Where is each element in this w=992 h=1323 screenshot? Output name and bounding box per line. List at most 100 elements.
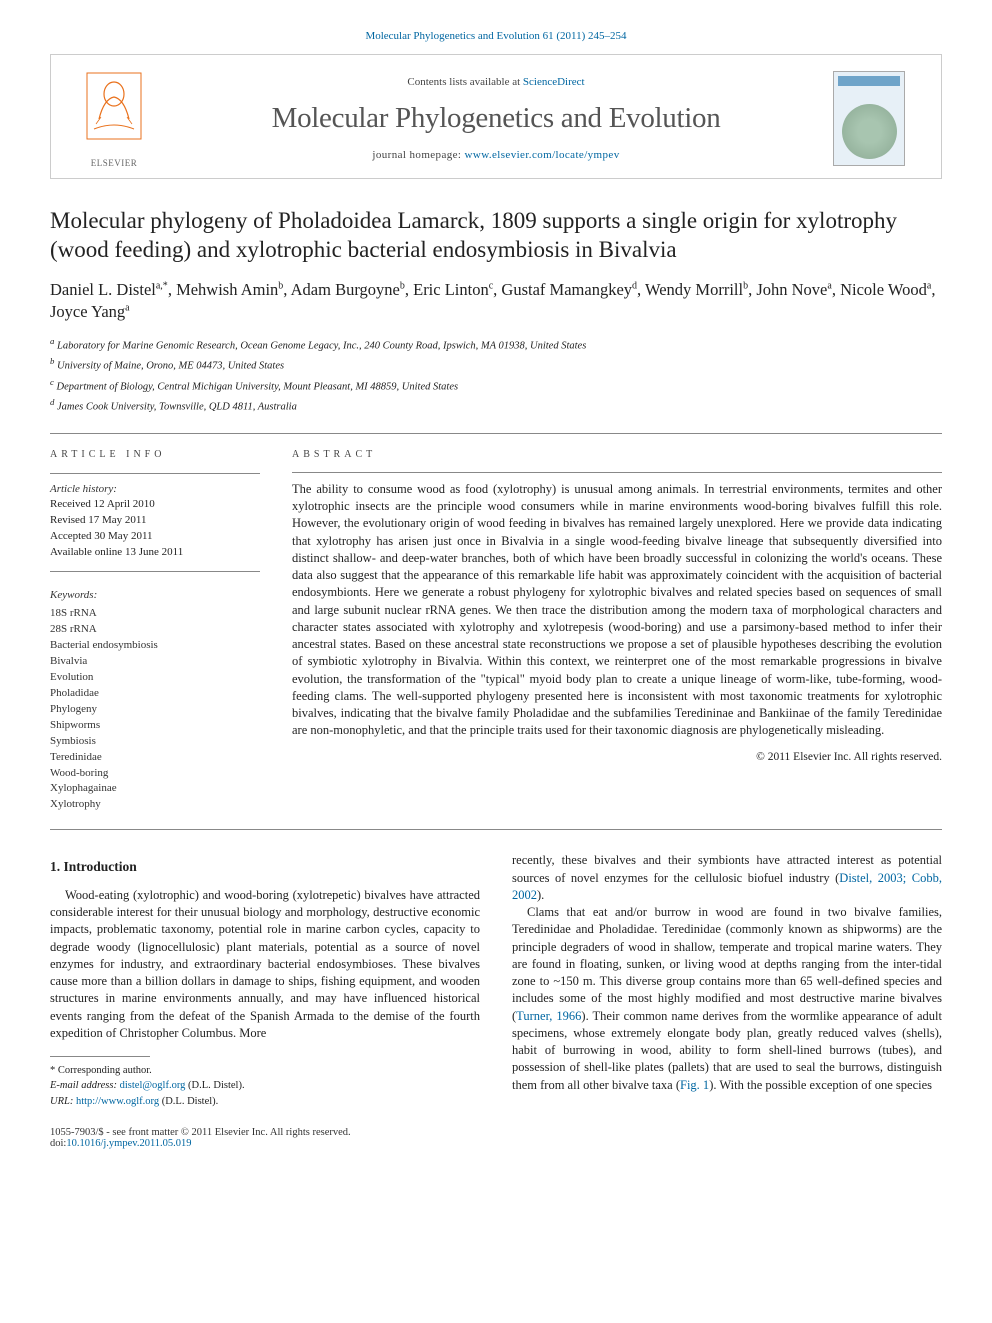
citation-link[interactable]: Turner, 1966 — [516, 1009, 581, 1023]
elsevier-logo — [79, 69, 149, 154]
author-name: Gustaf Mamangkey — [501, 280, 632, 299]
url-paren: (D.L. Distel). — [162, 1096, 219, 1107]
author-name: Joyce Yang — [50, 302, 125, 321]
aff-text: Department of Biology, Central Michigan … — [57, 381, 459, 392]
author-name: Mehwish Amin — [176, 280, 278, 299]
aff-text: James Cook University, Townsville, QLD 4… — [57, 401, 297, 412]
keyword: Shipworms — [50, 718, 260, 734]
history-item: Revised 17 May 2011 — [50, 513, 260, 529]
keyword: Phylogeny — [50, 702, 260, 718]
url-link[interactable]: http://www.oglf.org — [76, 1096, 159, 1107]
publisher-name: ELSEVIER — [69, 158, 159, 168]
author-sup: b — [400, 280, 405, 291]
author-name: Eric Linton — [413, 280, 489, 299]
affiliation: a Laboratory for Marine Genomic Research… — [50, 335, 942, 354]
abstract-text: The ability to consume wood as food (xyl… — [292, 481, 942, 740]
doi-link[interactable]: 10.1016/j.ympev.2011.05.019 — [66, 1138, 191, 1149]
author: Eric Lintonc — [413, 280, 493, 299]
author-sup: a — [125, 302, 129, 313]
body-paragraph: recently, these bivalves and their symbi… — [512, 852, 942, 904]
section-heading-intro: 1. Introduction — [50, 858, 480, 877]
journal-cover-thumbnail[interactable] — [833, 71, 905, 166]
info-abstract-row: ARTICLE INFO Article history: Received 1… — [50, 433, 942, 830]
abstract-label: ABSTRACT — [292, 448, 942, 462]
author: Adam Burgoyneb — [291, 280, 405, 299]
author-sup: a — [827, 280, 831, 291]
figure-link[interactable]: Fig. 1 — [680, 1078, 709, 1092]
author: Mehwish Aminb — [176, 280, 283, 299]
body-paragraph: Wood-eating (xylotrophic) and wood-borin… — [50, 887, 480, 1042]
aff-sup: d — [50, 397, 54, 407]
sciencedirect-link[interactable]: ScienceDirect — [523, 76, 585, 88]
history-item: Received 12 April 2010 — [50, 497, 260, 513]
homepage-link[interactable]: www.elsevier.com/locate/ympev — [465, 149, 620, 161]
footer-left: 1055-7903/$ - see front matter © 2011 El… — [50, 1127, 351, 1149]
publisher-block: ELSEVIER — [69, 69, 159, 168]
info-label: ARTICLE INFO — [50, 448, 260, 463]
keywords-label: Keywords: — [50, 588, 260, 604]
keyword: Teredinidae — [50, 750, 260, 766]
author-name: John Nove — [756, 280, 827, 299]
corresponding-email-line: E-mail address: distel@oglf.org (D.L. Di… — [50, 1078, 480, 1093]
author-list: Daniel L. Distela,*, Mehwish Aminb, Adam… — [50, 279, 942, 324]
affiliation-list: a Laboratory for Marine Genomic Research… — [50, 335, 942, 415]
citation-link[interactable]: Molecular Phylogenetics and Evolution 61… — [365, 30, 626, 42]
article-title: Molecular phylogeny of Pholadoidea Lamar… — [50, 207, 942, 265]
url-label: URL: — [50, 1096, 73, 1107]
journal-name: Molecular Phylogenetics and Evolution — [171, 102, 821, 135]
page-footer: 1055-7903/$ - see front matter © 2011 El… — [50, 1127, 942, 1149]
affiliation: b University of Maine, Orono, ME 04473, … — [50, 355, 942, 374]
doi-prefix: doi: — [50, 1138, 66, 1149]
front-matter-line: 1055-7903/$ - see front matter © 2011 El… — [50, 1127, 351, 1138]
author: Daniel L. Distela,* — [50, 280, 168, 299]
keyword: Bacterial endosymbiosis — [50, 638, 260, 654]
body-text: 1. Introduction Wood-eating (xylotrophic… — [50, 852, 942, 1109]
keyword: Evolution — [50, 670, 260, 686]
abstract: ABSTRACT The ability to consume wood as … — [292, 448, 942, 813]
author: Gustaf Mamangkeyd — [501, 280, 637, 299]
author-name: Wendy Morrill — [645, 280, 743, 299]
author: Nicole Wooda — [840, 280, 931, 299]
info-rule — [50, 473, 260, 474]
masthead-center: Contents lists available at ScienceDirec… — [171, 76, 821, 161]
keyword: Wood-boring — [50, 766, 260, 782]
keyword: Bivalvia — [50, 654, 260, 670]
keyword: Symbiosis — [50, 734, 260, 750]
aff-sup: c — [50, 377, 54, 387]
keyword: Xylophagainae — [50, 781, 260, 797]
author: John Novea — [756, 280, 832, 299]
corresponding-marker: * Corresponding author. — [50, 1063, 480, 1078]
keyword: 28S rRNA — [50, 622, 260, 638]
citation-header: Molecular Phylogenetics and Evolution 61… — [50, 30, 942, 42]
footnote-separator — [50, 1056, 150, 1057]
author-sup: b — [743, 280, 748, 291]
history-item: Available online 13 June 2011 — [50, 545, 260, 561]
email-link[interactable]: distel@oglf.org — [120, 1080, 186, 1091]
aff-text: University of Maine, Orono, ME 04473, Un… — [57, 361, 284, 372]
author-sup: d — [632, 280, 637, 291]
contents-line: Contents lists available at ScienceDirec… — [171, 76, 821, 88]
author-name: Daniel L. Distel — [50, 280, 156, 299]
history-item: Accepted 30 May 2011 — [50, 529, 260, 545]
author-name: Nicole Wood — [840, 280, 927, 299]
keyword: 18S rRNA — [50, 606, 260, 622]
corresponding-url-line: URL: http://www.oglf.org (D.L. Distel). — [50, 1094, 480, 1109]
keyword: Xylotrophy — [50, 797, 260, 813]
aff-sup: a — [50, 336, 54, 346]
homepage-line: journal homepage: www.elsevier.com/locat… — [171, 149, 821, 161]
affiliation: c Department of Biology, Central Michiga… — [50, 376, 942, 395]
homepage-prefix: journal homepage: — [372, 149, 464, 161]
history-label: Article history: — [50, 482, 260, 498]
email-paren: (D.L. Distel). — [188, 1080, 245, 1091]
aff-sup: b — [50, 356, 54, 366]
body-span: Clams that eat and/or burrow in wood are… — [512, 905, 942, 1023]
author-sup: c — [489, 280, 493, 291]
author-sup: a — [927, 280, 931, 291]
article-info: ARTICLE INFO Article history: Received 1… — [50, 448, 260, 813]
email-label: E-mail address: — [50, 1080, 117, 1091]
body-span: ). With the possible exception of one sp… — [709, 1078, 932, 1092]
author-sup: a,* — [156, 280, 168, 291]
body-paragraph: Clams that eat and/or burrow in wood are… — [512, 904, 942, 1094]
author: Wendy Morrillb — [645, 280, 748, 299]
masthead: ELSEVIER Contents lists available at Sci… — [50, 54, 942, 179]
